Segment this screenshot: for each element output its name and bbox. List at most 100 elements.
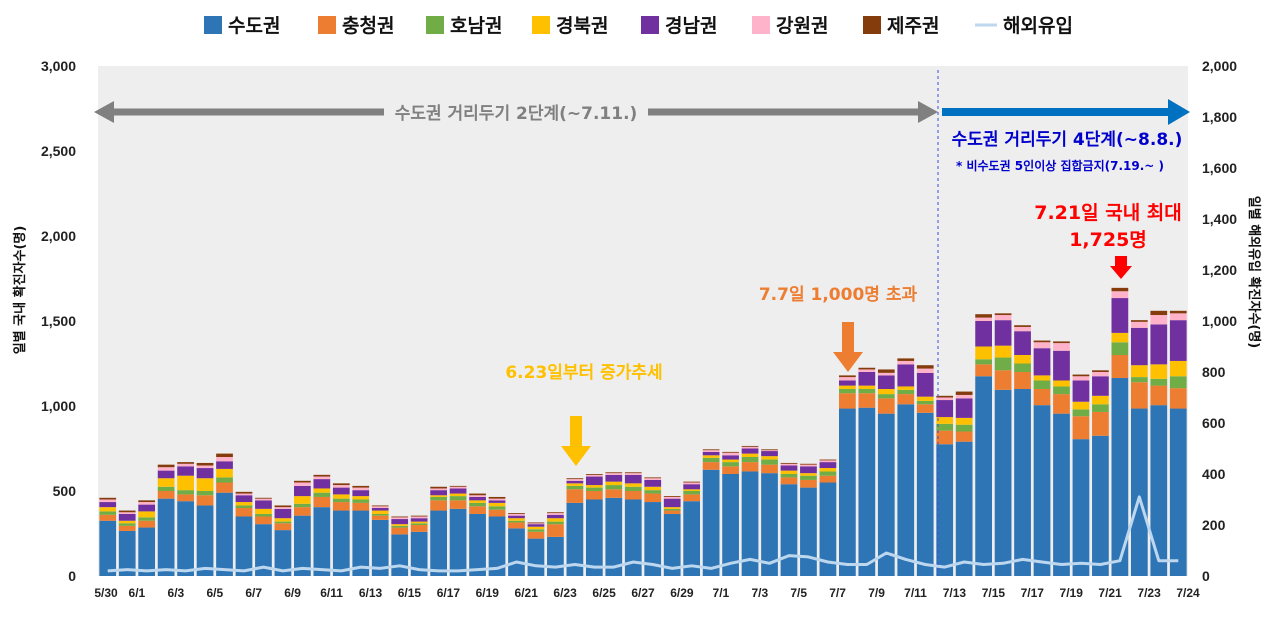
bar-segment-충청권-7/5: [800, 479, 817, 488]
bar-segment-수도권-7/10: [897, 404, 915, 576]
bar-segment-충청권-6/24: [585, 491, 603, 500]
phase2-arrow-head-right: [918, 101, 938, 123]
y-tick-label: 2,500: [41, 143, 76, 159]
bar-segment-경북권-7/13: [955, 417, 973, 425]
bar-segment-경남권-6/22: [547, 514, 564, 519]
bar-segment-호남권-7/6: [819, 471, 837, 476]
legend-swatch-강원권: [752, 16, 770, 34]
bar-segment-제주권-7/22: [1130, 320, 1148, 322]
bar-segment-강원권-7/18: [1053, 343, 1070, 351]
x-tick-label: 7/23: [1137, 586, 1161, 600]
bar-segment-호남권-7/12: [936, 423, 954, 431]
bar-segment-호남권-7/24: [1169, 376, 1187, 389]
bar-segment-경북권-6/16: [430, 495, 447, 497]
bar-segment-호남권-6/27: [644, 490, 662, 494]
bar-segment-강원권-7/9: [877, 372, 895, 376]
bar-segment-제주권-7/19: [1072, 374, 1090, 377]
bar-segment-제주권-5/30: [99, 497, 117, 500]
bar-segment-충청권-6/11: [332, 502, 350, 511]
bar-segment-경남권-6/7: [255, 500, 272, 509]
phase4-note: * 비수도권 5인이상 집합금지(7.19.~ ): [956, 158, 1164, 173]
bar-segment-수도권-6/24: [585, 499, 603, 576]
bar-segment-경남권-7/20: [1092, 376, 1109, 396]
bar-segment-제주권-6/4: [196, 462, 214, 466]
bar-segment-제주권-7/5: [800, 463, 817, 465]
bar-segment-경북권-5/31: [118, 520, 136, 524]
bar-segment-경남권-6/28: [663, 498, 681, 508]
bar-segment-호남권-6/24: [585, 487, 603, 491]
bar-segment-호남권-7/13: [955, 424, 973, 432]
bar-segment-충청권-6/22: [547, 524, 564, 537]
bar-segment-경남권-7/23: [1150, 324, 1168, 365]
bar-segment-강원권-6/3: [177, 463, 194, 467]
bar-segment-강원권-5/31: [118, 512, 136, 514]
bar-segment-경북권-6/3: [177, 475, 194, 491]
axis-layer: 0 500 1,000 1,500 2,000 2,500 3,000 0 200 400 600 8…: [12, 58, 1262, 600]
bar-segment-제주권-6/12: [352, 485, 370, 488]
exceed-arrow: [833, 322, 863, 372]
bar-segment-충청권-7/2: [741, 462, 759, 472]
bar-segment-제주권-6/16: [430, 486, 447, 489]
bar-segment-경남권-7/11: [916, 372, 934, 397]
bar-segment-충청권-6/16: [430, 500, 447, 511]
bar-segment-제주권-6/14: [391, 516, 409, 518]
legend-label-충청권: 충청권: [342, 15, 394, 37]
legend-label-경남권: 경남권: [665, 15, 717, 37]
bar-segment-수도권-6/29: [683, 501, 701, 576]
bar-segment-강원권-6/11: [332, 485, 350, 488]
bar-segment-제주권-6/27: [644, 477, 662, 479]
bar-segment-수도권-7/21: [1111, 377, 1129, 576]
bar-segment-강원권-6/28: [663, 496, 681, 499]
bar-segment-경남권-7/6: [819, 462, 837, 469]
bar-segment-수도권-6/27: [644, 502, 662, 576]
bar-segment-강원권-7/4: [780, 463, 798, 466]
legend-label-강원권: 강원권: [776, 15, 828, 37]
bar-segment-강원권-6/7: [255, 498, 272, 501]
bar-segment-충청권-7/17: [1033, 389, 1051, 406]
x-tick-label: 7/9: [868, 586, 885, 600]
bar-segment-경남권-6/2: [157, 470, 175, 479]
bar-segment-수도권-7/18: [1053, 413, 1070, 576]
bar-segment-경남권-6/9: [294, 485, 311, 497]
bar-segment-강원권-7/10: [897, 360, 915, 365]
bar-segment-강원권-6/25: [605, 473, 623, 475]
bar-segment-경북권-7/3: [761, 456, 778, 460]
bar-segment-제주권-7/1: [722, 451, 739, 453]
bar-segment-수도권-7/15: [994, 389, 1012, 576]
bar-segment-강원권-7/15: [994, 315, 1012, 321]
bar-segment-경북권-7/24: [1169, 360, 1187, 377]
bar-segment-경남권-7/9: [877, 375, 895, 389]
legend-swatch-경북권: [532, 16, 550, 34]
legend-swatch-수도권: [204, 16, 222, 34]
bar-segment-경남권-7/22: [1130, 327, 1148, 366]
bar-segment-강원권-6/13: [371, 506, 389, 508]
phase4-label: 수도권 거리두기 4단계(~8.8.): [952, 130, 1183, 150]
bar-segment-강원권-7/7: [839, 377, 856, 381]
bar-segment-수도권-7/7: [839, 408, 856, 576]
bar-segment-제주권-6/26: [624, 472, 642, 474]
bar-segment-경북권-6/12: [352, 496, 370, 500]
y-tick-label: 0: [68, 568, 76, 584]
bar-segment-제주권-6/15: [410, 515, 428, 517]
bar-segment-제주권-7/12: [936, 395, 954, 398]
bar-segment-제주권-6/10: [313, 474, 331, 477]
bar-segment-수도권-6/10: [313, 507, 331, 576]
bar-segment-경남권-6/18: [469, 496, 486, 501]
bar-segment-경남권-7/16: [1014, 331, 1031, 355]
y-tick-label: 3,000: [41, 58, 76, 74]
bar-segment-경북권-6/19: [488, 502, 506, 507]
bar-segment-호남권-7/23: [1150, 378, 1168, 386]
bar-segment-강원권-6/15: [410, 516, 428, 519]
legend-label-제주권: 제주권: [887, 15, 939, 37]
legend-swatch-제주권: [863, 16, 881, 34]
bar-segment-경북권-6/4: [196, 478, 214, 491]
bar-segment-호남권-6/23: [566, 485, 584, 490]
bar-segment-호남권-5/30: [99, 511, 117, 515]
bar-segment-경남권-7/18: [1053, 350, 1070, 381]
bar-segment-제주권-7/8: [858, 367, 876, 370]
bar-segment-충청권-6/14: [391, 527, 409, 535]
bar-segment-충청권-6/28: [663, 510, 681, 514]
y-tick-label: 500: [53, 483, 77, 499]
x-tick-label: 6/21: [515, 586, 539, 600]
bar-segment-경북권-6/8: [274, 518, 292, 522]
